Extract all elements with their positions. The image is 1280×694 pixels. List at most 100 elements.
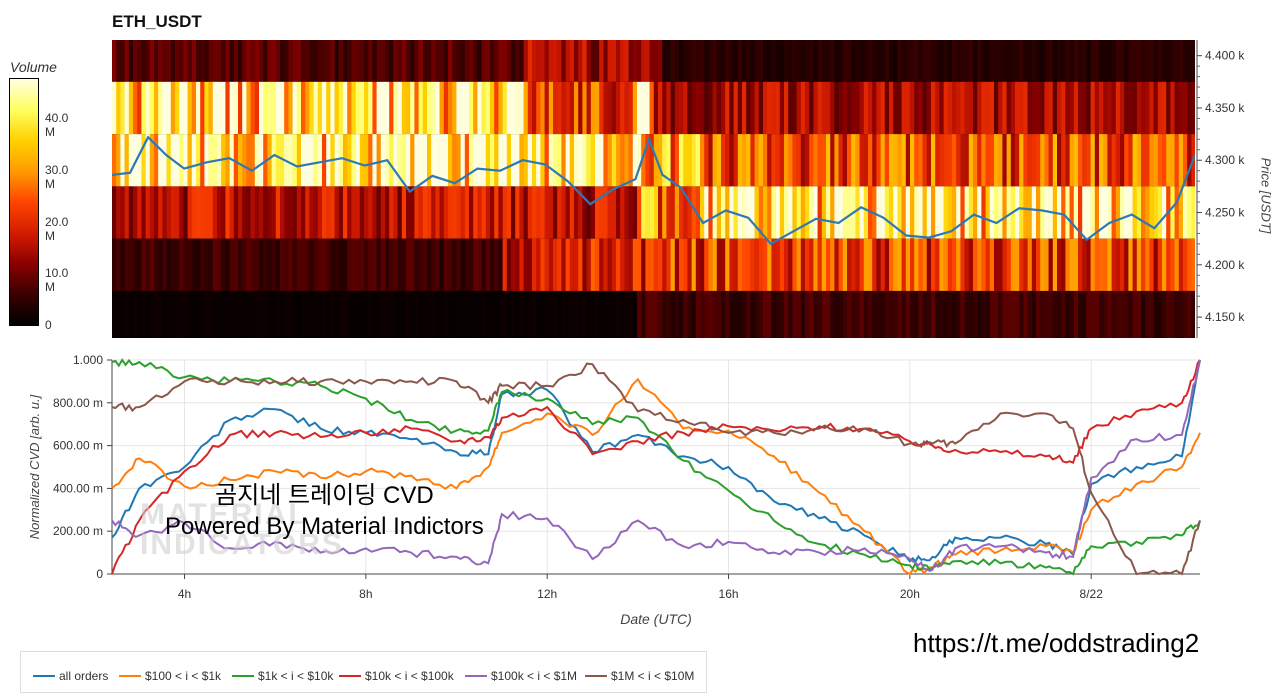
heatmap-cell [754,134,760,187]
heatmap-cell [1048,81,1054,135]
heatmap-cell [217,186,222,239]
heatmap-cell [288,186,293,239]
heatmap-cell [859,186,865,239]
heatmap-cell [1145,186,1150,239]
heatmap-cell [784,290,789,338]
legend-item[interactable]: all orders [33,669,108,683]
heatmap-cell [1153,134,1159,187]
legend-item[interactable]: $100k < i < $1M [465,669,577,683]
heatmap-cell [204,81,209,135]
heatmap-cell [649,290,655,338]
heatmap-cell [1107,40,1112,82]
heatmap-cell [355,40,361,82]
heatmap-cell [338,186,344,239]
heatmap-cell [1149,186,1154,239]
heatmap-cell [884,134,890,187]
heatmap-cell [918,134,923,187]
heatmap-cell [128,238,134,291]
price-tick-label: 4.300 k [1205,153,1245,167]
legend-item[interactable]: $1M < i < $10M [585,669,694,683]
heatmap-cell [1120,81,1125,135]
heatmap-cell [1090,290,1096,338]
heatmap-cell [964,238,970,291]
volume-heatmap [112,40,1195,338]
heatmap-cell [313,238,319,291]
heatmap-cell [616,134,621,187]
heatmap-cell [1094,290,1100,338]
heatmap-cell [1115,134,1121,187]
heatmap-cell [410,81,415,135]
heatmap-cell [884,238,890,291]
heatmap-cell [813,134,818,187]
heatmap-cell [183,238,188,291]
heatmap-cell [443,40,449,82]
heatmap-cell [611,238,617,291]
heatmap-cell [931,134,936,187]
legend-item[interactable]: $100 < i < $1k [119,669,221,683]
heatmap-cell [1023,238,1028,291]
heatmap-cell [1174,81,1180,135]
cvd-y-tick-label: 600.00 m [53,439,103,453]
heatmap-cell [414,134,419,187]
heatmap-cell [1141,186,1146,239]
heatmap-cell [1073,81,1079,135]
heatmap-cell [179,238,184,291]
heatmap-cell [956,186,961,239]
legend-item[interactable]: $10k < i < $100k [339,669,454,683]
heatmap-cell [595,290,600,338]
heatmap-cell [775,290,781,338]
heatmap-cell [414,40,419,82]
heatmap-cell [418,238,424,291]
heatmap-cell [422,134,428,187]
heatmap-cell [305,40,310,82]
heatmap-cell [637,186,642,239]
heatmap-cell [477,81,482,135]
heatmap-cell [595,134,600,187]
heatmap-cell [586,290,592,338]
heatmap-cell [1141,81,1146,135]
heatmap-cell [330,40,335,82]
heatmap-cell [410,134,415,187]
heatmap-cell [809,40,814,82]
heatmap-cell [351,81,356,135]
heatmap-cell [397,81,403,135]
volume-colorbar [9,78,39,326]
price-tick-label: 4.250 k [1205,206,1245,220]
heatmap-cell [687,81,692,135]
heatmap-cell [275,290,281,338]
heatmap-cell [851,81,856,135]
heatmap-cell [872,134,877,187]
heatmap-cell [582,238,587,291]
heatmap-cell [208,290,214,338]
heatmap-cell [233,81,239,135]
heatmap-cell [544,40,550,82]
heatmap-cell [859,290,865,338]
heatmap-cell [695,81,701,135]
heatmap-cell [653,81,659,135]
heatmap-cell [1057,40,1062,82]
heatmap-cell [763,186,768,239]
heatmap-cell [212,40,218,82]
heatmap-cell [301,186,306,239]
heatmap-cell [275,40,281,82]
heatmap-cell [519,81,524,135]
heatmap-cell [1162,186,1167,239]
heatmap-cell [1019,40,1024,82]
heatmap-cell [695,290,701,338]
heatmap-cell [985,40,991,82]
heatmap-cell [464,81,470,135]
heatmap-cell [145,290,151,338]
heatmap-cell [1040,186,1045,239]
heatmap-cell [649,81,655,135]
heatmap-cell [191,290,197,338]
heatmap-cell [217,290,222,338]
legend-item[interactable]: $1k < i < $10k [232,669,333,683]
heatmap-cell [872,290,877,338]
heatmap-cell [998,40,1003,82]
heatmap-cell [994,40,999,82]
telegram-url[interactable]: https://t.me/oddstrading2 [913,628,1200,658]
heatmap-cell [330,81,335,135]
heatmap-cell [742,238,747,291]
heatmap-cell [212,238,218,291]
heatmap-cell [1015,134,1020,187]
